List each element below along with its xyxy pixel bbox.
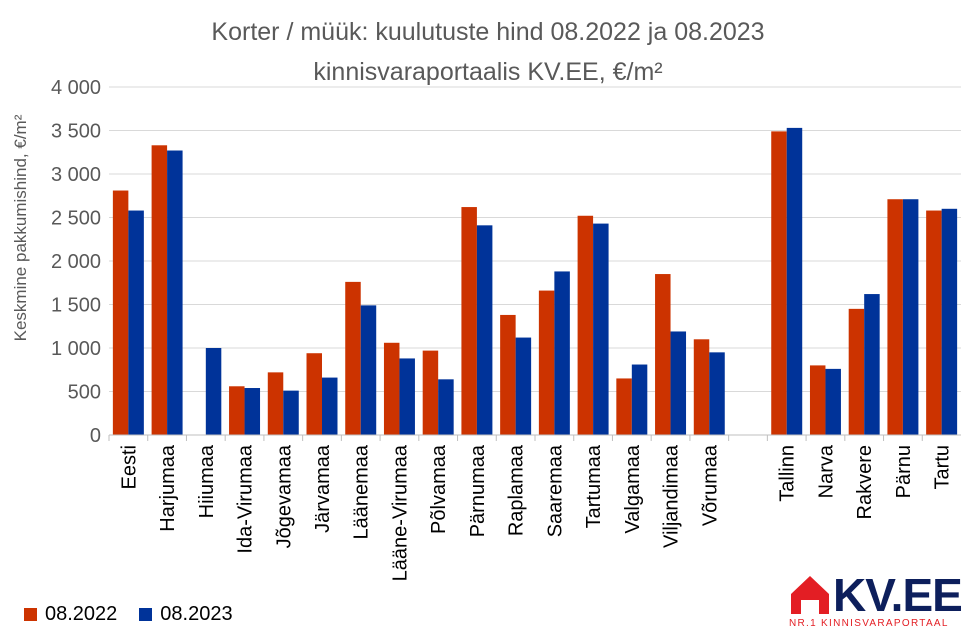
legend-swatch-2022 bbox=[24, 608, 37, 621]
bar-08.2022-Võrumaa bbox=[693, 339, 710, 435]
y-tick-label: 3 500 bbox=[51, 121, 101, 143]
bar-08.2022-Tallinn bbox=[771, 131, 787, 435]
bar-08.2022-Põlvamaa bbox=[422, 350, 439, 435]
bar-08.2022-Rakvere bbox=[848, 308, 865, 435]
legend-label-2023: 08.2023 bbox=[160, 603, 233, 625]
y-tick-label: 2 500 bbox=[51, 208, 101, 230]
x-tick-label: Pärnu bbox=[893, 445, 915, 498]
x-tick-label: Harjumaa bbox=[157, 444, 179, 532]
bar-08.2023-Rakvere bbox=[864, 294, 880, 435]
x-tick-label: Põlvamaa bbox=[428, 444, 450, 534]
bar-08.2022-Valgamaa bbox=[616, 378, 632, 435]
x-tick-label: Tallinn bbox=[777, 445, 799, 502]
bar-08.2023-Tallinn bbox=[786, 127, 803, 435]
chart-title-line1: Korter / müük: kuulutuste hind 08.2022 j… bbox=[211, 18, 764, 46]
x-tick-label: Pärnumaa bbox=[467, 444, 489, 537]
x-tick-label: Hiiumaa bbox=[196, 444, 218, 518]
bar-08.2023-Saaremaa bbox=[554, 271, 570, 435]
y-tick-label: 500 bbox=[68, 382, 101, 404]
bar-08.2022-Ida-Virumaa bbox=[229, 386, 245, 435]
bar-08.2022-Pärnumaa bbox=[461, 207, 477, 435]
y-tick-label: 1 000 bbox=[51, 338, 101, 360]
x-tick-label: Lääne-Virumaa bbox=[389, 444, 411, 581]
bar-08.2022-Lääne-Virumaa bbox=[383, 342, 400, 435]
bar-08.2022-Tartumaa bbox=[577, 215, 594, 435]
bar-08.2023-Järvamaa bbox=[322, 377, 338, 435]
bar-08.2023-Hiiumaa bbox=[205, 348, 222, 435]
x-tick-label: Ida-Virumaa bbox=[235, 444, 257, 553]
x-tick-label: Tartu bbox=[932, 445, 954, 489]
bar-chart: Korter / müük: kuulutuste hind 08.2022 j… bbox=[11, 18, 961, 581]
legend-item-2022: 08.2022 bbox=[24, 603, 117, 626]
x-tick-label: Rakvere bbox=[854, 445, 876, 519]
bar-08.2022-Saaremaa bbox=[538, 290, 555, 435]
bar-08.2023-Pärnumaa bbox=[476, 225, 493, 435]
bar-08.2023-Eesti bbox=[128, 210, 144, 435]
bar-08.2023-Valgamaa bbox=[631, 364, 648, 435]
x-tick-label: Viljandimaa bbox=[661, 444, 683, 548]
legend-swatch-2023 bbox=[139, 608, 153, 621]
y-tick-label: 2 000 bbox=[51, 251, 101, 273]
bar-08.2022-Pärnu bbox=[887, 199, 903, 435]
bar-08.2023-Võrumaa bbox=[709, 352, 725, 435]
x-tick-label: Tartumaa bbox=[583, 444, 605, 528]
bar-08.2023-Põlvamaa bbox=[438, 379, 454, 435]
y-tick-label: 4 000 bbox=[51, 77, 101, 99]
x-tick-label: Läänemaa bbox=[351, 444, 373, 539]
x-tick-label: Saaremaa bbox=[544, 444, 566, 537]
y-axis-label: Keskmine pakkumishind, €/m² bbox=[11, 114, 30, 341]
y-tick-labels: 0 500 1 000 1 500 2 000 2 500 3 000 3 500 4 000 bbox=[51, 77, 101, 447]
house-logo-icon bbox=[791, 576, 829, 614]
bar-08.2023-Läänemaa bbox=[360, 305, 377, 435]
x-tick-label: Jõgevamaa bbox=[273, 444, 295, 548]
bars bbox=[112, 127, 958, 436]
bar-08.2023-Pärnu bbox=[902, 199, 919, 435]
bar-08.2022-Narva bbox=[809, 365, 826, 435]
bar-08.2022-Harjumaa bbox=[151, 145, 168, 436]
bar-08.2022-Jõgevamaa bbox=[267, 372, 284, 435]
bar-08.2023-Ida-Virumaa bbox=[244, 388, 261, 435]
bar-08.2023-Tartu bbox=[941, 208, 958, 435]
bar-08.2022-Läänemaa bbox=[345, 281, 361, 435]
logo-brand: KV.EE bbox=[833, 569, 963, 621]
bar-08.2023-Viljandimaa bbox=[670, 331, 687, 435]
bar-08.2023-Harjumaa bbox=[167, 150, 183, 435]
x-tick-label: Eesti bbox=[118, 445, 140, 489]
y-tick-label: 3 000 bbox=[51, 164, 101, 186]
legend: 08.2022 08.2023 bbox=[24, 603, 255, 626]
bar-08.2023-Jõgevamaa bbox=[283, 390, 299, 435]
chart-title-line2: kinnisvaraportaalis KV.EE, €/m² bbox=[313, 58, 662, 86]
logo-tagline: NR.1 KINNISVARAPORTAAL bbox=[789, 618, 949, 629]
y-tick-label: 1 500 bbox=[51, 295, 101, 317]
bar-08.2023-Tartumaa bbox=[593, 223, 609, 435]
x-tick-label: Järvamaa bbox=[312, 444, 334, 533]
bar-08.2022-Järvamaa bbox=[306, 353, 322, 435]
bar-08.2022-Raplamaa bbox=[500, 314, 516, 435]
bar-08.2022-Viljandimaa bbox=[655, 274, 671, 435]
bar-08.2022-Tartu bbox=[926, 210, 942, 435]
x-tick-label: Narva bbox=[815, 444, 837, 498]
kvee-logo: KV.EE NR.1 KINNISVARAPORTAAL bbox=[789, 569, 974, 634]
x-tick-label: Võrumaa bbox=[699, 444, 721, 526]
bar-08.2023-Raplamaa bbox=[515, 337, 532, 435]
bar-08.2023-Lääne-Virumaa bbox=[399, 358, 415, 435]
x-tick-label: Valgamaa bbox=[622, 444, 644, 533]
x-tick-label: Raplamaa bbox=[506, 444, 528, 536]
bar-08.2022-Eesti bbox=[112, 190, 129, 435]
x-tick-labels: Eesti Harjumaa Hiiumaa Ida-Virumaa Jõgevamaa… bbox=[108, 435, 954, 581]
y-tick-label: 0 bbox=[90, 425, 101, 447]
legend-item-2023: 08.2023 bbox=[139, 603, 233, 626]
legend-label-2022: 08.2022 bbox=[45, 603, 118, 625]
bar-08.2023-Narva bbox=[825, 368, 841, 435]
